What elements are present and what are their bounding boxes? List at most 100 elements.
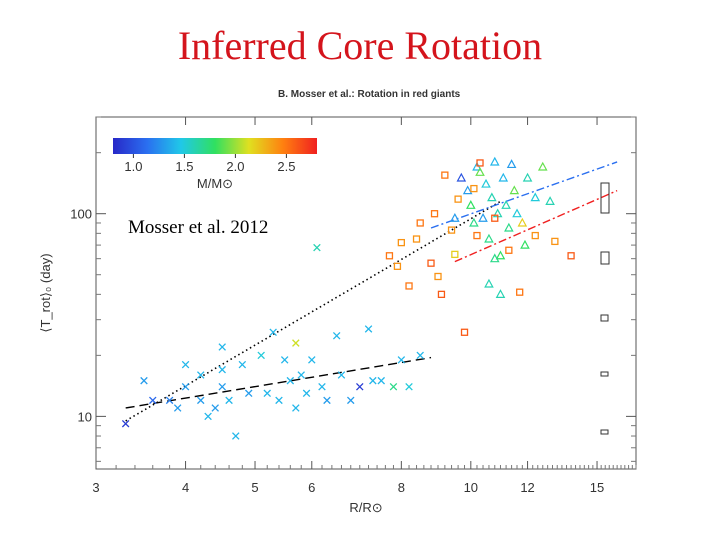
rgb-star-point — [389, 383, 398, 391]
secondary-clump-point — [451, 250, 459, 259]
rgb-star-point — [196, 396, 205, 405]
secondary-clump-point — [437, 290, 446, 299]
clump-star-point — [512, 208, 522, 218]
clump-star-point — [469, 217, 479, 227]
clump-star-point — [484, 233, 494, 243]
fit-line — [125, 356, 432, 409]
rgb-star-point — [377, 376, 386, 385]
secondary-clump-point — [405, 282, 413, 290]
rgb-star-point — [318, 383, 326, 391]
secondary-clump-point — [430, 210, 439, 218]
colorbar — [113, 138, 317, 154]
rgb-star-point — [280, 356, 289, 364]
colorbar-tick-label: 2.0 — [226, 159, 244, 174]
rgb-star-point — [218, 365, 226, 374]
clump-star-point — [456, 172, 467, 182]
clump-star-point — [489, 253, 500, 263]
clump-star-point — [501, 200, 511, 209]
rgb-star-point — [332, 331, 341, 340]
overlay-citation: Mosser et al. 2012 — [128, 217, 269, 238]
clump-star-point — [506, 159, 517, 169]
rgb-star-point — [292, 404, 300, 412]
fit-line — [454, 189, 618, 263]
rgb-star-point — [337, 371, 346, 379]
clump-star-point — [545, 196, 555, 205]
rgb-star-point — [308, 356, 316, 364]
colorbar-tick-label: 1.5 — [175, 159, 193, 174]
rgb-star-point — [165, 396, 174, 405]
y-axis-label: ⟨T_rot⟩₀ (day) — [38, 253, 53, 332]
secondary-clump-point — [454, 195, 462, 203]
rgb-star-point — [204, 412, 212, 421]
legend-box-large — [600, 182, 610, 214]
rgb-star-point — [140, 376, 148, 385]
clump-star-point — [520, 239, 530, 249]
rgb-star-point — [397, 356, 406, 364]
colorbar-tick-label: 1.0 — [124, 159, 142, 174]
x-tick-label: 4 — [182, 480, 189, 495]
secondary-clump-point — [551, 237, 559, 246]
rgb-star-point — [356, 383, 364, 391]
clump-star-point — [478, 212, 488, 222]
rgb-star-point — [181, 383, 190, 391]
rgb-star-point — [346, 396, 355, 405]
clump-star-point — [522, 172, 533, 182]
x-tick-label: 12 — [520, 480, 534, 495]
clump-star-point — [504, 222, 514, 232]
rgb-star-point — [196, 371, 205, 379]
rgb-star-point — [292, 339, 300, 347]
secondary-clump-point — [447, 226, 456, 234]
rgb-star-point — [286, 376, 295, 385]
secondary-clump-point — [412, 235, 421, 243]
clump-star-point — [509, 185, 520, 195]
rgb-star-point — [218, 343, 226, 351]
rgb-star-point — [263, 389, 271, 398]
x-tick-label: 3 — [92, 480, 99, 495]
rgb-star-point — [405, 383, 413, 391]
secondary-clump-point — [385, 252, 394, 260]
y-tick-label: 10 — [78, 409, 92, 424]
clump-star-point — [484, 278, 494, 288]
legend-box-smaller — [600, 371, 609, 377]
clump-star-point — [475, 167, 485, 176]
clump-star-point — [466, 200, 476, 209]
x-tick-label: 8 — [398, 480, 405, 495]
secondary-clump-point — [434, 272, 442, 281]
figure-title: B. Mosser et al.: Rotation in red giants — [278, 89, 461, 100]
secondary-clump-point — [393, 262, 402, 270]
y-tick-label: 100 — [70, 207, 92, 222]
clump-star-point — [517, 217, 528, 227]
rgb-star-point — [313, 243, 321, 252]
x-tick-label: 15 — [590, 480, 604, 495]
secondary-clump-point — [473, 231, 481, 240]
rgb-star-point — [323, 396, 331, 405]
rgb-star-point — [302, 389, 311, 398]
colorbar-tick-label: 2.5 — [277, 159, 295, 174]
secondary-clump-point — [505, 246, 513, 254]
legend-box-medium — [600, 251, 610, 265]
clump-star-point — [462, 185, 473, 195]
legend-box-small — [600, 314, 609, 322]
clump-star-point — [487, 192, 497, 202]
secondary-clump-point — [516, 288, 524, 296]
clump-star-point — [450, 212, 460, 222]
secondary-clump-point — [491, 214, 499, 222]
rgb-star-point — [275, 396, 283, 405]
rgb-star-point — [173, 404, 182, 412]
x-tick-label: 10 — [464, 480, 478, 495]
rgb-star-point — [269, 328, 277, 337]
rgb-star-point — [257, 351, 265, 360]
x-axis-label: R/R⊙ — [349, 500, 382, 515]
colorbar-label: M/M⊙ — [197, 176, 233, 191]
rgb-star-point — [181, 360, 190, 369]
secondary-clump-point — [470, 184, 478, 193]
clump-star-point — [537, 161, 548, 171]
rgb-star-point — [218, 383, 226, 391]
x-tick-label: 5 — [251, 480, 258, 495]
clump-star-point — [481, 178, 491, 188]
rgb-star-point — [244, 389, 253, 398]
secondary-clump-point — [531, 231, 539, 240]
rgb-star-point — [364, 325, 373, 333]
clump-star-point — [495, 289, 506, 298]
